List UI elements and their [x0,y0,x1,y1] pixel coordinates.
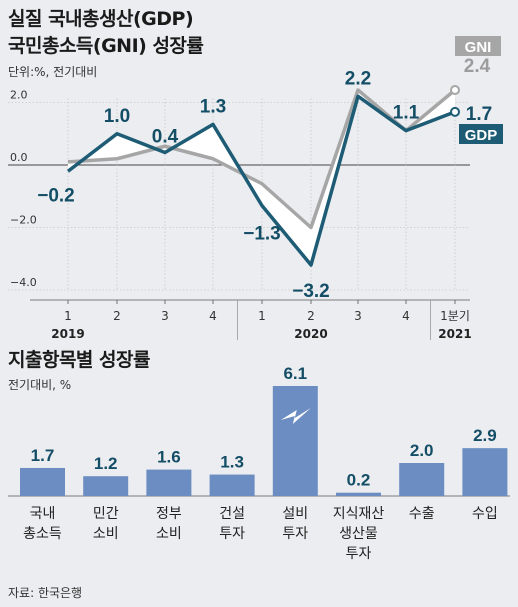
gdp-value-label: 1.0 [104,106,130,127]
bar-category-label: 수출 [409,506,435,522]
y-tick-label: −2.0 [10,214,37,227]
bar-category-label: 국내 [30,506,56,522]
bar-chart-unit: 전기대비, % [8,378,72,392]
x-tick-label: 2 [307,309,315,323]
bar-category-label: 정부 [156,506,182,522]
y-tick-label: −4.0 [10,276,37,289]
year-label: 2020 [294,327,327,341]
bar-value-label: 1.6 [157,448,181,467]
gdp-value-label: 1.7 [466,104,492,125]
bar-value-label: 2.9 [473,426,497,445]
bar-value-label: 2.0 [410,441,434,460]
gni-point [450,85,460,95]
bar-value-label: 1.2 [94,454,118,473]
gni-legend-tag [455,36,501,56]
bar [20,467,65,496]
axis-break-icon [280,408,311,424]
year-label: 2021 [438,327,471,341]
x-tick-label: 1 [64,309,72,323]
gdp-value-label: 2.2 [345,68,371,89]
gdp-legend-label: GDP [465,127,498,144]
gdp-value-label: 0.4 [152,127,179,148]
bar-chart-title: 지출항목별 성장률 [8,349,150,371]
bar [146,469,192,496]
x-tick-label: 3 [354,309,362,323]
bar-value-label: 0.2 [347,471,371,490]
bar [83,476,129,496]
bar-category-label: 소비 [156,526,182,542]
bar-category-label: 투자 [282,526,308,542]
bar-category-label: 소비 [93,526,119,542]
y-tick-label: 2.0 [10,89,28,102]
chart-title: 실질 국내총생산(GDP) [8,8,194,30]
bar-category-label: 설비 [282,506,308,522]
gni-legend-label: GNI [465,39,492,56]
gdp-value-label: −0.2 [37,185,75,206]
x-tick-label: 3 [161,309,169,323]
gdp-value-label: 1.1 [393,103,420,124]
gni-value-label: 2.4 [464,56,491,77]
bar-category-label: 투자 [346,546,372,562]
bar-value-label: 6.1 [283,364,307,383]
x-tick-label: 4 [209,309,217,323]
x-tick-label: 1분기 [440,309,470,323]
source-note: 자료: 한국은행 [8,586,83,600]
bar-category-label: 수입 [472,506,498,522]
bar [399,463,445,496]
bar [336,492,381,496]
bar-value-label: 1.7 [31,446,55,465]
year-label: 2019 [51,327,84,341]
gdp-value-label: −3.2 [292,281,330,302]
bar-category-label: 생산물 [339,526,378,542]
bar-category-label: 건설 [219,506,245,522]
bar-category-label: 민간 [93,506,119,522]
x-tick-label: 2 [113,309,121,323]
chart-subtitle: 국민총소득(GNI) 성장률 [8,35,204,57]
bar-category-label: 투자 [219,526,245,542]
x-tick-label: 1 [258,309,266,323]
gdp-point [450,106,460,117]
bar [462,448,508,496]
unit-label: 단위:%, 전기대비 [8,65,98,79]
gdp-line [66,94,456,267]
bar-value-label: 1.3 [220,453,244,472]
gdp-value-label: 1.3 [200,96,226,117]
bar-category-label: 지식재산 [333,506,385,522]
x-tick-label: 4 [402,309,410,323]
gdp-legend-tag [459,124,503,144]
gdp-value-label: −1.3 [243,224,281,245]
bar [272,386,318,496]
bar-category-label: 총소득 [23,526,62,542]
bar [209,474,255,496]
y-tick-label: 0.0 [10,151,28,164]
